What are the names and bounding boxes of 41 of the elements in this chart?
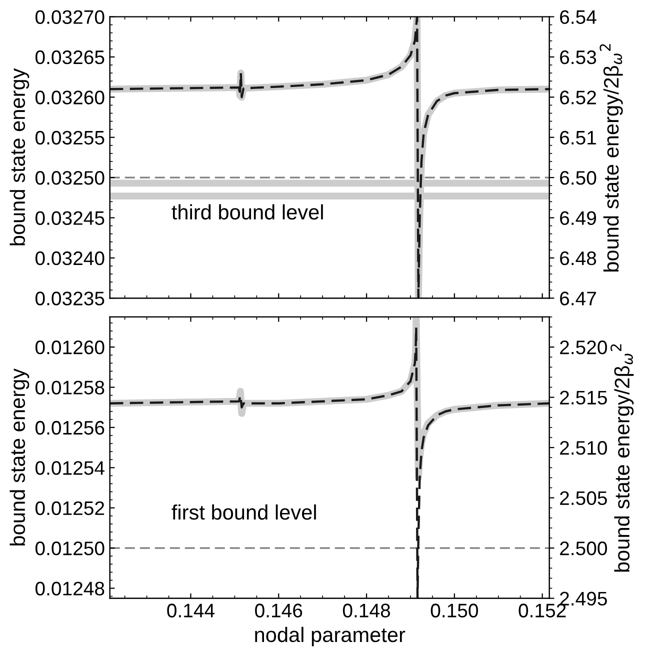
y2-tick-label: 6.54 [560, 10, 596, 24]
y-tick-label: 0.03250 [35, 171, 104, 185]
y-tick-label: 0.01258 [35, 380, 104, 394]
y-tick-label: 0.03240 [35, 251, 104, 266]
y2-tick-label: 6.50 [560, 171, 596, 185]
y-tick-label: 0.03235 [35, 292, 104, 306]
annotation: third bound level [172, 204, 323, 220]
y2-tick-label: 2.510 [560, 441, 607, 455]
y2-tick-label: 2.495 [560, 592, 607, 606]
y-tick-label: 0.03245 [35, 211, 104, 225]
y-tick-label: 0.01250 [35, 542, 104, 556]
x-tick-label: 0.146 [255, 604, 302, 618]
y-tick-label: 0.03260 [35, 90, 104, 104]
x-axis-title: nodal parameter [255, 626, 406, 646]
y-tick-label: 0.01260 [35, 340, 104, 354]
y-axis-title: bound state energy [10, 68, 30, 246]
y2-tick-label: 2.500 [560, 542, 607, 556]
y-tick-label: 0.01248 [35, 582, 104, 596]
y2-tick-label: 6.53 [560, 50, 596, 64]
y2-tick-label: 6.51 [560, 130, 596, 145]
y2-tick-label: 2.520 [560, 340, 607, 354]
x-tick-label: 0.148 [342, 604, 390, 618]
y2-tick-label: 6.49 [560, 211, 596, 225]
y-tick-label: 0.03270 [35, 10, 104, 24]
x-tick-label: 0.150 [430, 604, 478, 618]
y2-tick-label: 6.47 [560, 292, 596, 306]
y-axis-title: bound state energy [10, 368, 30, 546]
y-tick-label: 0.01254 [35, 461, 104, 475]
y2-axis-title: bound state energy/2β$_{ω}$$^{2}$ [610, 344, 634, 572]
x-tick-label: 0.152 [518, 604, 566, 618]
y-tick-label: 0.03265 [35, 50, 104, 64]
y2-tick-label: 2.505 [560, 491, 607, 506]
y2-axis-title: bound state energy/2β$_{ω}$$^{2}$ [600, 44, 623, 272]
y-tick-label: 0.01252 [35, 501, 104, 516]
y2-tick-label: 6.48 [560, 251, 596, 266]
y-tick-label: 0.01256 [35, 420, 104, 435]
x-tick-label: 0.144 [167, 604, 214, 618]
y2-tick-label: 6.52 [560, 90, 596, 104]
annotation: first bound level [172, 504, 316, 520]
y-tick-label: 0.03255 [35, 130, 104, 145]
y2-tick-label: 2.515 [560, 390, 607, 405]
